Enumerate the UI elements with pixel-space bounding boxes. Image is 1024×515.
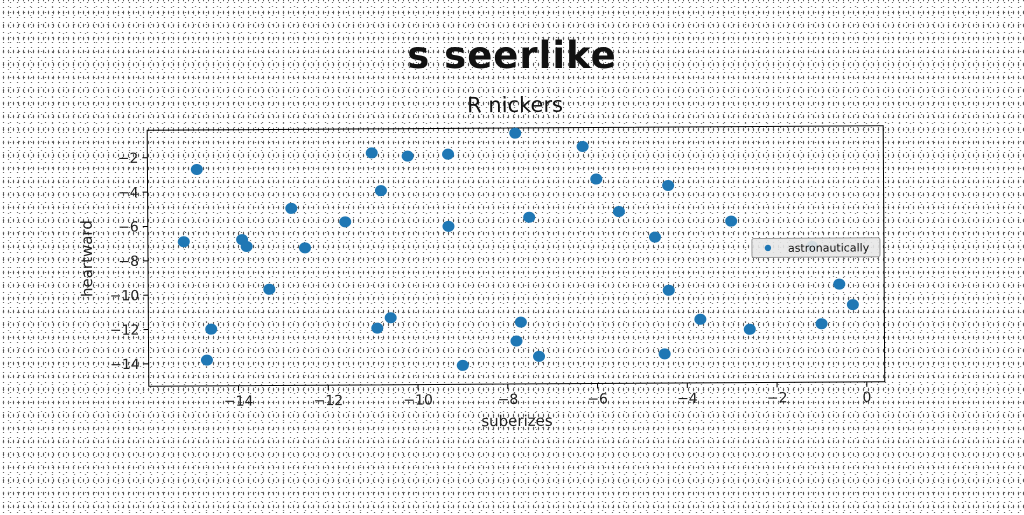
data-point bbox=[205, 324, 217, 335]
legend: astronautically bbox=[752, 238, 880, 258]
data-point bbox=[662, 180, 674, 191]
data-point bbox=[649, 232, 661, 243]
data-point bbox=[285, 203, 297, 214]
y-tick-label: −12 bbox=[110, 323, 140, 339]
data-point bbox=[659, 348, 671, 359]
data-point bbox=[385, 312, 397, 323]
y-tick-label: −10 bbox=[110, 288, 140, 304]
data-point bbox=[577, 141, 589, 152]
x-tick-label: −4 bbox=[677, 391, 698, 407]
data-point bbox=[510, 336, 522, 347]
data-point bbox=[663, 285, 675, 296]
data-point bbox=[442, 221, 454, 232]
data-point bbox=[299, 242, 311, 253]
data-point bbox=[833, 279, 845, 290]
data-point bbox=[613, 206, 625, 217]
data-point bbox=[263, 284, 275, 295]
data-point bbox=[371, 323, 383, 334]
data-point bbox=[375, 185, 387, 196]
data-point bbox=[523, 212, 535, 223]
y-tick-label: −2 bbox=[118, 151, 139, 167]
data-point bbox=[339, 216, 351, 227]
data-point bbox=[816, 318, 828, 329]
x-tick-label: −2 bbox=[767, 390, 788, 406]
y-tick-label: −4 bbox=[118, 185, 139, 201]
x-axis-label: suberizes bbox=[481, 412, 553, 430]
data-point bbox=[515, 317, 527, 328]
chart-title: R nickers bbox=[467, 93, 563, 118]
x-tick-label: −6 bbox=[587, 391, 608, 407]
data-point bbox=[725, 216, 737, 227]
x-axis-ticks: −14 −12 −10 −8 −6 −4 −2 0 bbox=[224, 382, 872, 410]
data-point bbox=[457, 360, 469, 371]
x-tick-label: −12 bbox=[314, 393, 344, 409]
x-tick-label: −14 bbox=[224, 394, 254, 410]
data-point bbox=[201, 355, 213, 366]
y-axis-ticks: −14 −12 −10 −8 −6 −4 −2 bbox=[109, 151, 149, 373]
data-point bbox=[402, 151, 414, 162]
y-tick-label: −6 bbox=[118, 220, 139, 236]
data-point bbox=[533, 351, 545, 362]
x-tick-label: −8 bbox=[498, 392, 519, 408]
y-tick-label: −14 bbox=[110, 357, 140, 373]
legend-label-astronautically: astronautically bbox=[788, 241, 870, 254]
data-point bbox=[366, 147, 378, 158]
data-point bbox=[442, 149, 454, 160]
x-tick-label: 0 bbox=[862, 390, 871, 406]
data-point bbox=[590, 174, 602, 185]
data-point bbox=[847, 299, 859, 310]
y-tick-label: −8 bbox=[118, 254, 139, 270]
data-point bbox=[744, 324, 756, 335]
legend-marker bbox=[765, 245, 771, 251]
data-point bbox=[191, 164, 203, 175]
data-point bbox=[178, 236, 190, 247]
data-point bbox=[241, 241, 253, 252]
data-point bbox=[694, 314, 706, 325]
data-point bbox=[509, 128, 521, 139]
y-axis-label: heartward bbox=[78, 220, 96, 297]
x-tick-label: −10 bbox=[403, 393, 433, 409]
